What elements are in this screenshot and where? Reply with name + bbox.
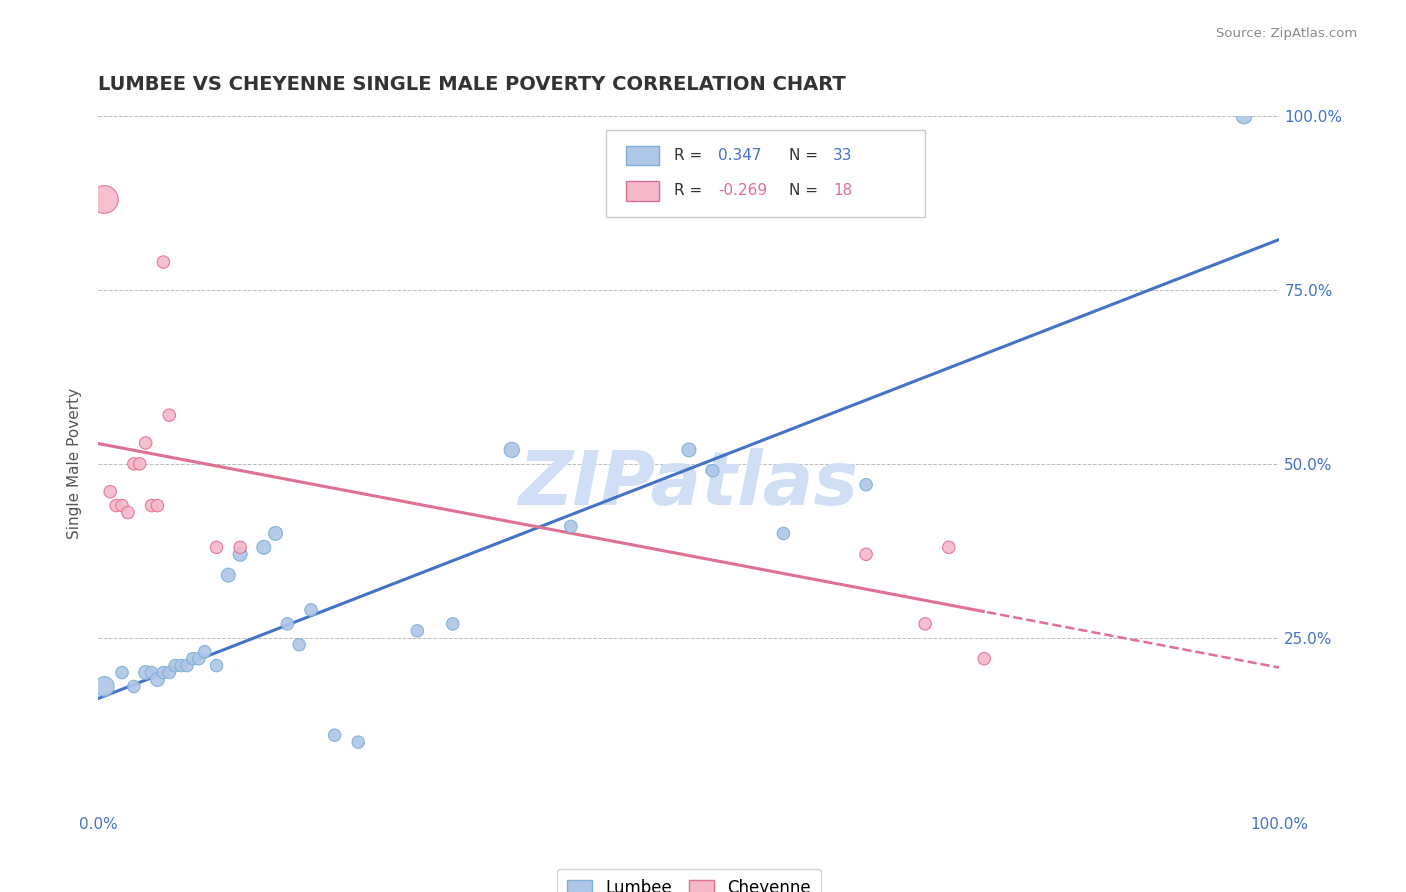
FancyBboxPatch shape bbox=[606, 130, 925, 217]
Text: R =: R = bbox=[673, 148, 707, 163]
Point bbox=[347, 735, 370, 749]
Point bbox=[157, 408, 180, 422]
Point bbox=[299, 603, 322, 617]
Point bbox=[914, 616, 936, 631]
Point bbox=[264, 526, 287, 541]
Text: -0.269: -0.269 bbox=[718, 184, 768, 198]
Text: 18: 18 bbox=[832, 184, 852, 198]
Text: N =: N = bbox=[789, 184, 823, 198]
Point bbox=[229, 541, 252, 555]
Point bbox=[117, 506, 139, 520]
Point bbox=[229, 547, 252, 561]
Point bbox=[973, 651, 995, 665]
Point bbox=[560, 519, 582, 533]
Point bbox=[501, 442, 523, 457]
Point bbox=[152, 665, 174, 680]
Text: Source: ZipAtlas.com: Source: ZipAtlas.com bbox=[1216, 27, 1357, 40]
Point bbox=[157, 665, 180, 680]
Point bbox=[146, 499, 169, 513]
Text: ZIPatlas: ZIPatlas bbox=[519, 448, 859, 521]
FancyBboxPatch shape bbox=[626, 146, 659, 166]
Y-axis label: Single Male Poverty: Single Male Poverty bbox=[67, 388, 83, 540]
Text: 0.347: 0.347 bbox=[718, 148, 762, 163]
Point bbox=[441, 616, 464, 631]
Point bbox=[176, 658, 198, 673]
Point bbox=[98, 484, 121, 499]
Point bbox=[772, 526, 794, 541]
Point bbox=[938, 541, 960, 555]
Text: LUMBEE VS CHEYENNE SINGLE MALE POVERTY CORRELATION CHART: LUMBEE VS CHEYENNE SINGLE MALE POVERTY C… bbox=[98, 75, 846, 94]
Point bbox=[122, 680, 145, 694]
Point bbox=[1233, 109, 1256, 123]
Point bbox=[93, 193, 115, 207]
Point bbox=[122, 457, 145, 471]
FancyBboxPatch shape bbox=[626, 181, 659, 201]
Point bbox=[105, 499, 128, 513]
Point bbox=[855, 477, 877, 491]
Point bbox=[181, 651, 204, 665]
Point bbox=[111, 499, 134, 513]
Point bbox=[152, 255, 174, 269]
Point bbox=[702, 464, 724, 478]
Point bbox=[135, 436, 157, 450]
Point bbox=[141, 665, 163, 680]
Text: R =: R = bbox=[673, 184, 707, 198]
Point bbox=[141, 499, 163, 513]
Point bbox=[93, 680, 115, 694]
Text: 33: 33 bbox=[832, 148, 852, 163]
Point bbox=[217, 568, 239, 582]
Point bbox=[187, 651, 209, 665]
Text: N =: N = bbox=[789, 148, 823, 163]
Point bbox=[276, 616, 298, 631]
Point bbox=[323, 728, 346, 742]
Point bbox=[678, 442, 700, 457]
Point bbox=[128, 457, 150, 471]
Point bbox=[146, 673, 169, 687]
Point bbox=[165, 658, 187, 673]
Point bbox=[111, 665, 134, 680]
Point bbox=[855, 547, 877, 561]
Point bbox=[170, 658, 193, 673]
Point bbox=[205, 541, 228, 555]
Point bbox=[194, 645, 217, 659]
Point bbox=[205, 658, 228, 673]
Point bbox=[253, 541, 276, 555]
Legend: Lumbee, Cheyenne: Lumbee, Cheyenne bbox=[557, 869, 821, 892]
Point bbox=[135, 665, 157, 680]
Point bbox=[288, 638, 311, 652]
Point bbox=[406, 624, 429, 638]
